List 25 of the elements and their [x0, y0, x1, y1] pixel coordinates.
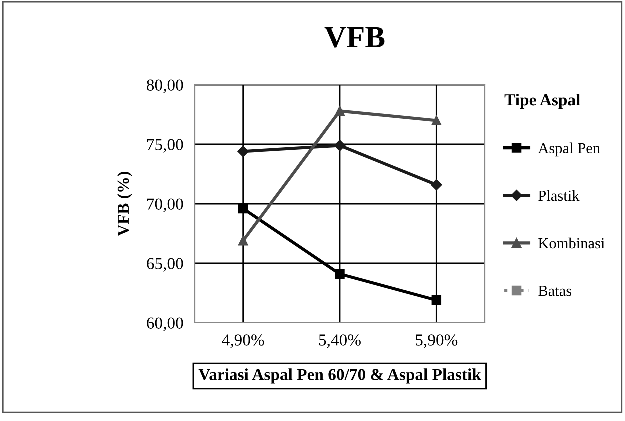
point [432, 116, 442, 126]
point [431, 179, 442, 191]
point [238, 146, 249, 158]
x-tick-label: 4,90% [222, 334, 264, 348]
x-axis-title: Variasi Aspal Pen 60/70 & Aspal Plastik [198, 368, 482, 384]
point [334, 140, 346, 152]
legend-label: Batas [538, 286, 572, 296]
legend-label: Kombinasi [538, 238, 605, 249]
point [432, 296, 442, 306]
y-tick-label: 70,00 [147, 198, 184, 212]
point [238, 236, 248, 246]
x-tick-label: 5,90% [416, 334, 458, 348]
y-tick-label: 60,00 [147, 318, 184, 332]
point [335, 269, 345, 280]
point [238, 204, 248, 214]
y-tick-label: 80,00 [147, 80, 184, 94]
chart-title: VFB [324, 27, 385, 48]
x-tick-label: 5,40% [319, 334, 361, 348]
legend-label: Aspal Pen [538, 142, 600, 157]
point [335, 106, 345, 116]
y-tick-label: 65,00 [147, 258, 184, 272]
y-axis-title: VFB (%) [117, 172, 132, 236]
legend-label: Plastik [538, 190, 580, 202]
y-tick-label: 75,00 [147, 139, 184, 153]
legend-title: Tipe Aspal [504, 94, 580, 110]
